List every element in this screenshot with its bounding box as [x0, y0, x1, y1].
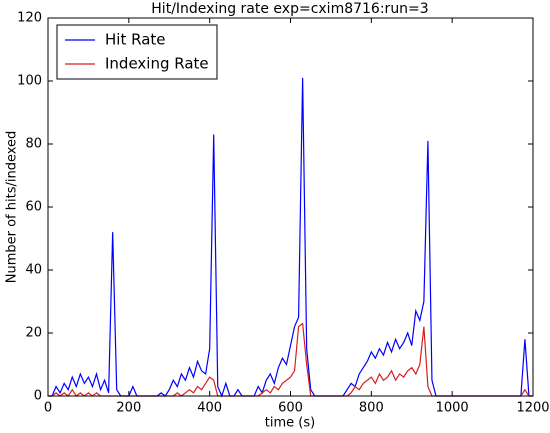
y-axis-label: Number of hits/indexed	[5, 131, 20, 284]
data-line	[48, 77, 533, 398]
legend-box	[56, 24, 218, 80]
data-line	[48, 322, 533, 397]
x-tick-label: 600	[278, 401, 303, 416]
y-tick-label: 40	[25, 263, 42, 278]
y-tick-label: 120	[17, 11, 42, 26]
x-tick-label: 1000	[436, 401, 469, 416]
y-tick-label: 60	[25, 200, 42, 215]
x-tick-label: 800	[359, 401, 384, 416]
y-tick-label: 20	[25, 326, 42, 341]
y-tick-label: 80	[25, 137, 42, 152]
legend-label: Indexing Rate	[105, 55, 209, 73]
y-tick-label: 0	[34, 389, 42, 404]
x-axis-label: time (s)	[265, 416, 315, 431]
chart-title: Hit/Indexing rate exp=cxim8716:run=3	[151, 1, 428, 17]
legend-label: Hit Rate	[105, 31, 166, 49]
plot-frame	[47, 17, 534, 397]
x-tick-label: 1200	[516, 401, 549, 416]
x-tick-label: 0	[44, 401, 52, 416]
x-tick-label: 400	[197, 401, 222, 416]
x-tick-label: 200	[116, 401, 141, 416]
y-tick-label: 100	[17, 74, 42, 89]
